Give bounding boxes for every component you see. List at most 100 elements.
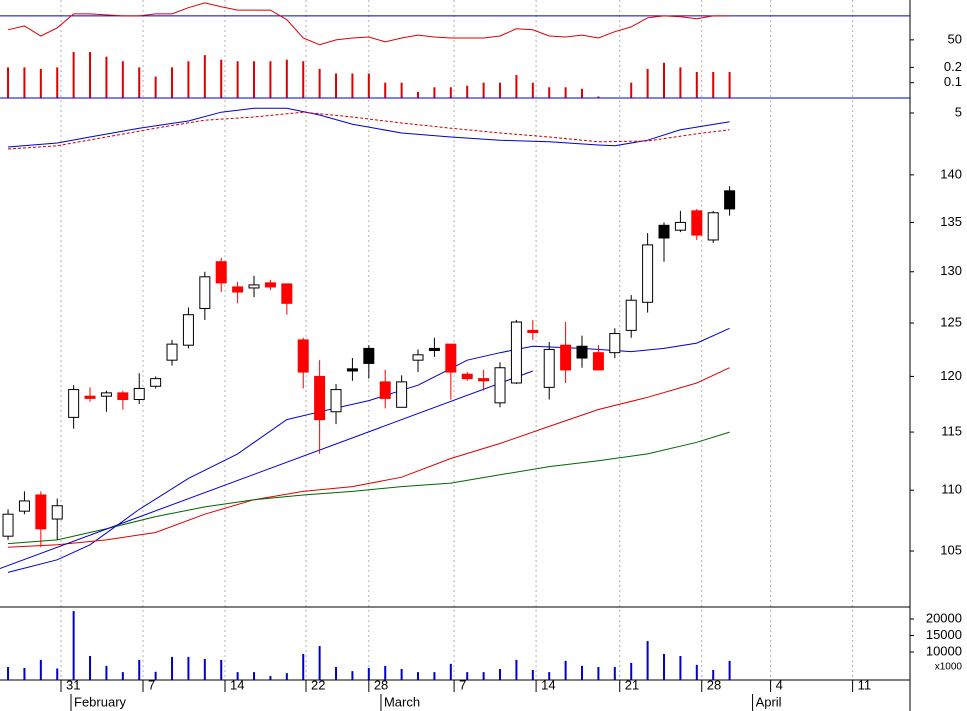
candle-body — [560, 344, 572, 371]
candle-body — [68, 389, 80, 418]
bar — [285, 673, 288, 685]
candle-body — [625, 299, 637, 331]
bar — [302, 653, 305, 685]
bar — [613, 667, 616, 685]
bar — [187, 656, 190, 685]
candle-body — [264, 282, 276, 288]
candle-body — [281, 283, 293, 304]
x-tick-label: 14 — [230, 677, 244, 692]
month-label: March — [384, 694, 420, 709]
bar — [630, 662, 633, 685]
candle-body — [592, 352, 604, 371]
candle-body — [248, 284, 260, 289]
y-tick-label: 130 — [940, 263, 962, 278]
bar — [335, 73, 338, 98]
candle-body — [691, 210, 703, 236]
candle-body — [215, 261, 227, 284]
candle-body — [199, 276, 211, 309]
candle-body — [346, 368, 358, 372]
bar — [220, 659, 223, 685]
bar — [400, 82, 403, 98]
bar — [482, 82, 485, 98]
bar — [7, 67, 10, 98]
bar — [138, 67, 141, 98]
bar — [564, 660, 567, 685]
bar — [138, 659, 141, 685]
bar — [695, 71, 698, 98]
bar — [72, 52, 75, 98]
bar — [367, 73, 370, 98]
plot-layer — [0, 2, 910, 685]
bar — [39, 68, 42, 98]
bar — [105, 56, 108, 98]
unit-label: x1000 — [935, 662, 963, 673]
bar — [728, 660, 731, 685]
bar — [121, 672, 124, 685]
bar — [400, 668, 403, 685]
candle-body — [117, 392, 129, 401]
candle-body — [428, 347, 440, 352]
candle-body — [494, 367, 506, 404]
x-tick-label: 28 — [374, 677, 388, 692]
bar — [203, 658, 206, 685]
candle-body — [51, 505, 63, 520]
candle-body — [707, 212, 719, 241]
date-strip — [0, 680, 910, 711]
bar — [236, 672, 239, 685]
x-tick-label: 7 — [459, 677, 466, 692]
candle-body — [182, 314, 194, 346]
candle-body — [100, 392, 112, 397]
bar — [564, 87, 567, 98]
x-tick-label: 31 — [66, 677, 80, 692]
x-tick-label: 4 — [776, 677, 783, 692]
y-tick-label: 50 — [948, 31, 962, 46]
bar — [56, 67, 59, 98]
bar — [466, 85, 469, 98]
candle-body — [363, 347, 375, 364]
series-line — [7, 111, 730, 150]
bar — [449, 87, 452, 98]
candle-body — [543, 348, 555, 388]
bar — [417, 672, 420, 685]
month-label: February — [74, 694, 127, 709]
candle-body — [412, 354, 424, 361]
bar — [187, 61, 190, 98]
bar — [679, 655, 682, 685]
y-tick-label: 15000 — [926, 627, 962, 642]
bar — [302, 61, 305, 98]
bar — [531, 82, 534, 98]
y-tick-label: 0.2 — [944, 59, 962, 74]
series-line — [7, 327, 730, 573]
candle-body — [674, 221, 686, 231]
bar — [449, 663, 452, 685]
x-tick-label: 21 — [625, 677, 639, 692]
x-tick-label: 22 — [311, 677, 325, 692]
bar — [7, 667, 10, 685]
bar — [203, 55, 206, 98]
series-line — [7, 107, 730, 148]
y-tick-label: 5 — [955, 104, 962, 119]
candle-body — [445, 343, 457, 373]
bar — [171, 656, 174, 685]
bar — [154, 671, 157, 685]
bar — [499, 82, 502, 98]
y-tick-label: 20000 — [926, 610, 962, 625]
bar — [663, 653, 666, 685]
candle-body — [576, 345, 588, 359]
candle-body — [642, 244, 654, 303]
candle-body — [297, 339, 309, 373]
bar — [531, 669, 534, 685]
bar — [695, 664, 698, 685]
y-tick-label: 0.1 — [944, 74, 962, 89]
bar — [384, 82, 387, 98]
x-tick-label: 7 — [148, 677, 155, 692]
bar — [220, 59, 223, 98]
bar — [728, 71, 731, 98]
bar — [154, 76, 157, 98]
series-line — [0, 370, 533, 570]
candle-body — [150, 378, 162, 387]
bar — [23, 668, 26, 685]
candle-body — [232, 286, 244, 293]
bar — [630, 82, 633, 98]
